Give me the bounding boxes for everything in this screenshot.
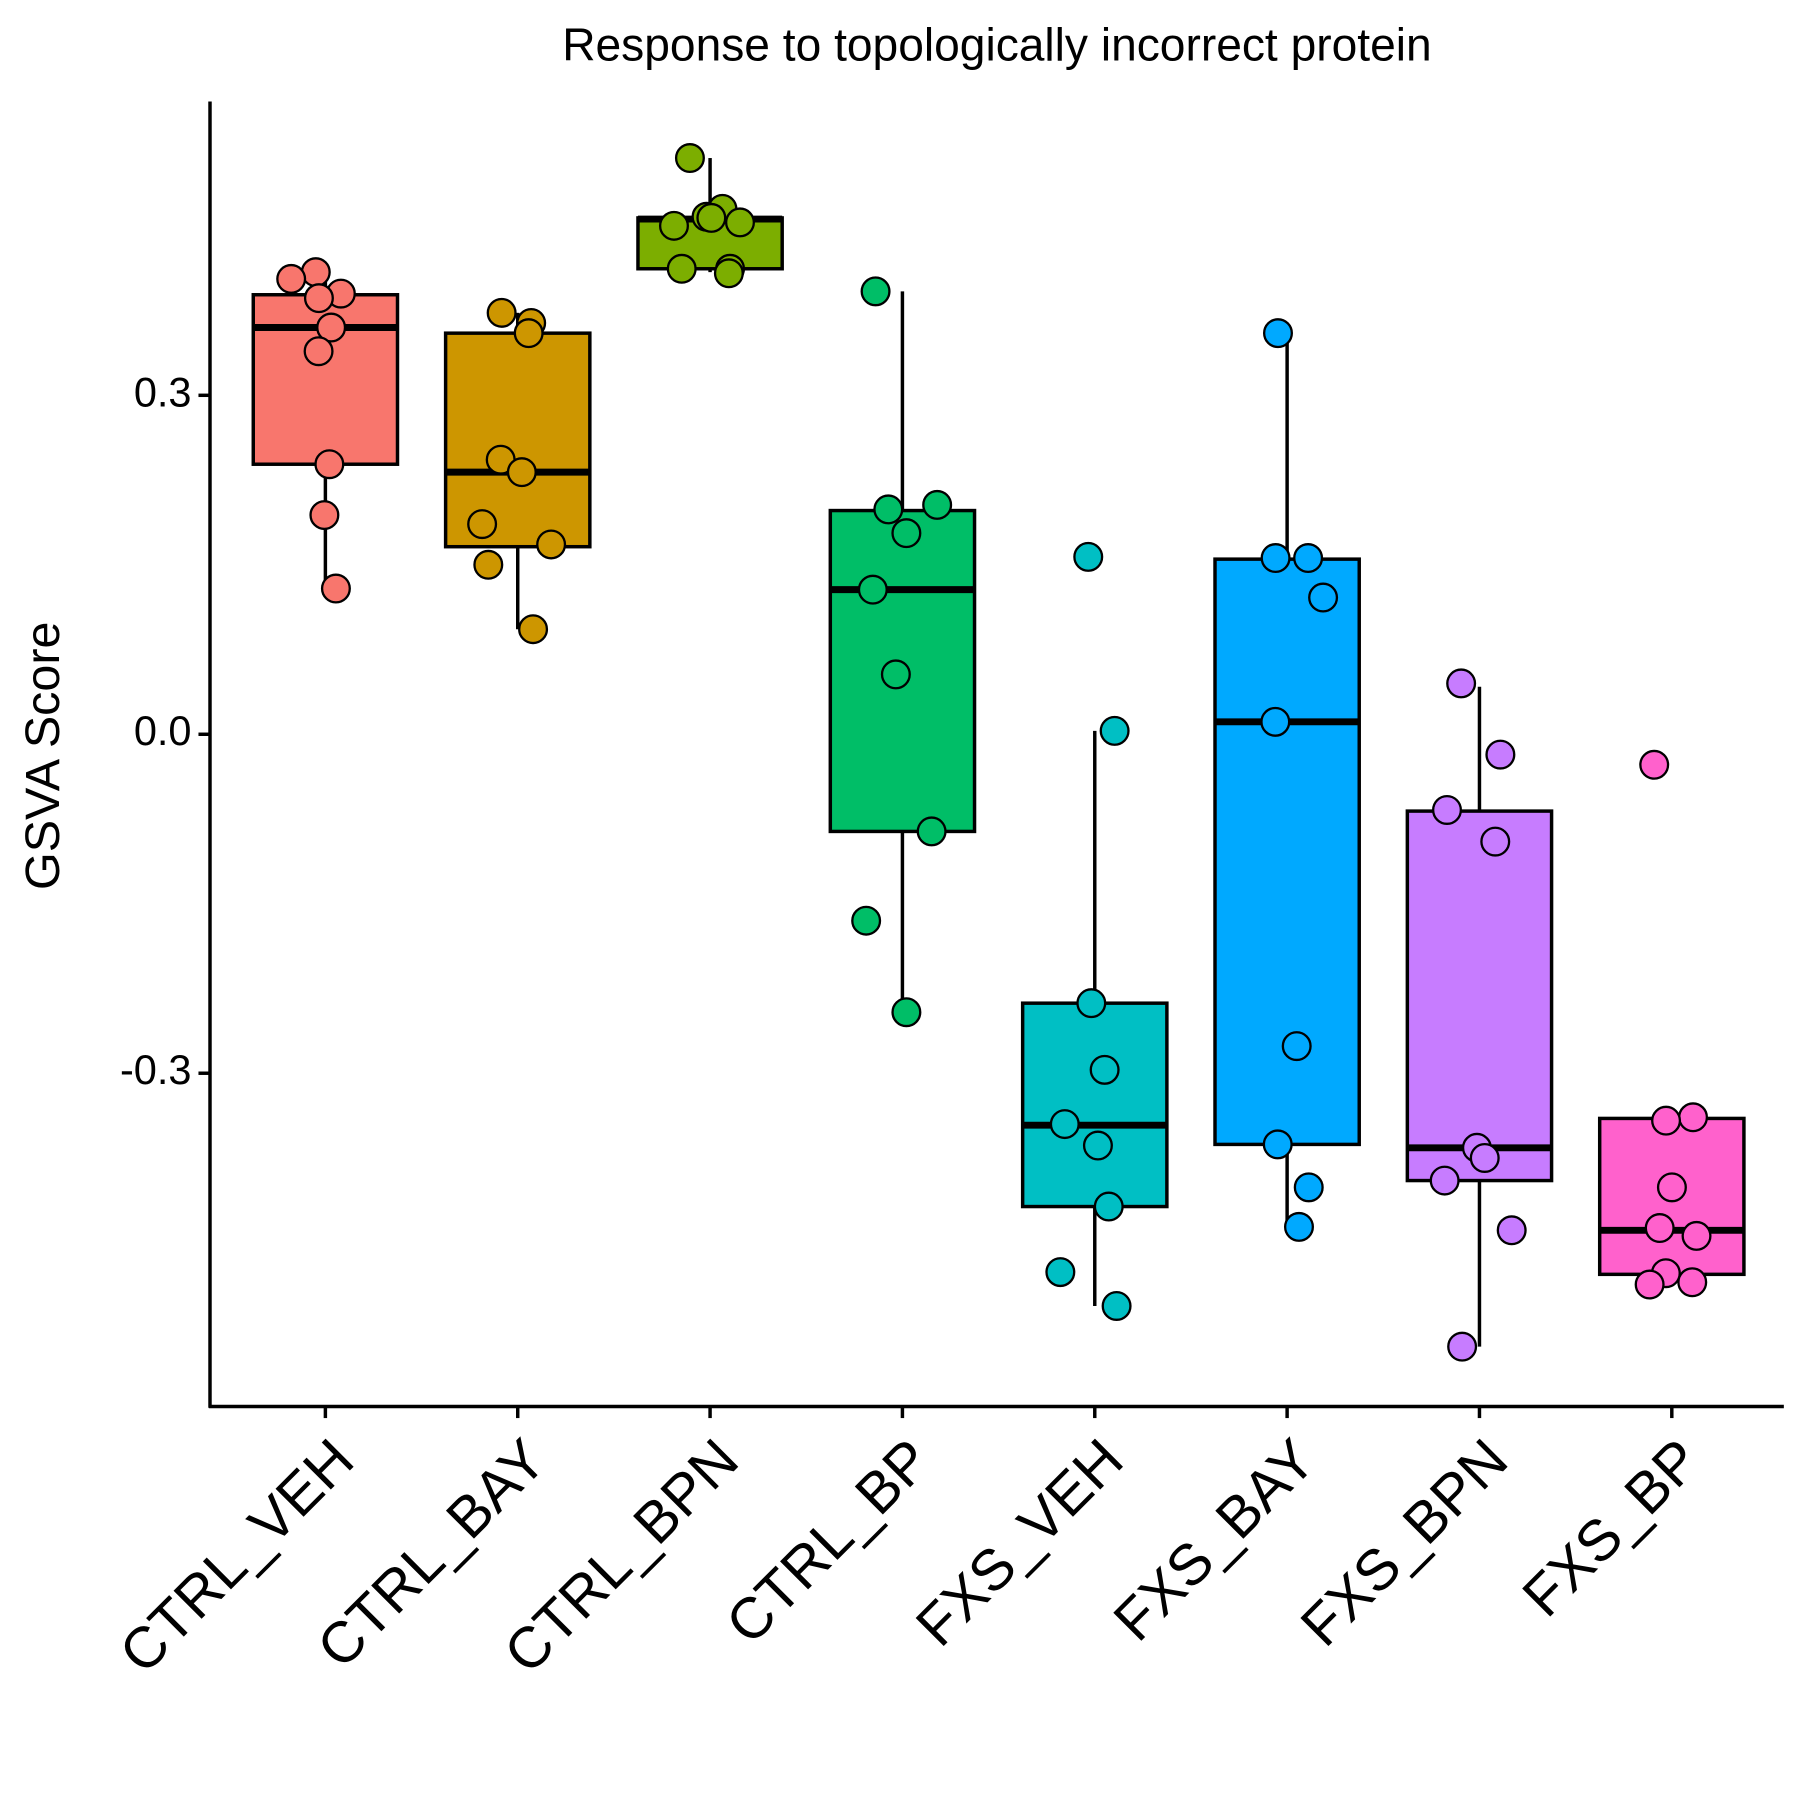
point	[1293, 543, 1324, 574]
point	[1293, 1172, 1324, 1203]
point	[696, 202, 727, 233]
point	[1644, 1213, 1675, 1244]
box	[443, 331, 592, 549]
point	[1469, 1142, 1500, 1173]
point	[1446, 668, 1477, 699]
point	[1073, 541, 1104, 572]
point	[303, 283, 334, 314]
point	[1480, 826, 1511, 857]
point	[916, 816, 947, 847]
point	[518, 614, 549, 645]
point	[1262, 1129, 1293, 1160]
x-tick-label: FXS_VEH	[904, 1427, 1135, 1658]
point	[1496, 1215, 1527, 1246]
point	[276, 263, 307, 294]
y-tick-label: -0.3	[120, 1046, 192, 1093]
point	[1045, 1257, 1076, 1288]
point	[873, 494, 904, 525]
point	[851, 905, 882, 936]
point	[666, 253, 697, 284]
point	[1260, 543, 1291, 574]
x-tick-label: FXS_BPN	[1289, 1427, 1520, 1658]
chart-title: Response to topologically incorrect prot…	[562, 19, 1431, 71]
point	[1101, 1290, 1132, 1321]
point	[1262, 318, 1293, 349]
point	[713, 258, 744, 289]
point	[674, 143, 705, 174]
point	[1677, 1267, 1708, 1298]
point	[1093, 1191, 1124, 1222]
y-tick-label: 0.0	[134, 707, 192, 754]
point	[316, 312, 347, 343]
point	[1082, 1130, 1113, 1161]
point	[1651, 1105, 1682, 1136]
point	[1432, 794, 1463, 825]
point	[467, 509, 498, 540]
point	[506, 457, 537, 488]
point	[860, 276, 891, 307]
point	[1308, 582, 1339, 613]
point	[300, 257, 331, 288]
y-axis-label: GSVA Score	[16, 622, 70, 890]
y-tick-label: 0.3	[134, 368, 192, 415]
point	[303, 336, 334, 367]
point	[314, 449, 345, 480]
point	[1049, 1109, 1080, 1140]
x-tick-label: CTRL_BP	[714, 1427, 943, 1656]
point	[473, 549, 504, 580]
point	[1089, 1054, 1120, 1085]
point	[1639, 749, 1670, 780]
box	[1405, 809, 1554, 1183]
point	[1281, 1031, 1312, 1062]
point	[1099, 715, 1130, 746]
point	[1260, 706, 1291, 737]
point	[1681, 1220, 1712, 1251]
point	[1656, 1172, 1687, 1203]
point	[309, 500, 340, 531]
point	[922, 489, 953, 520]
point	[891, 997, 922, 1028]
point	[724, 207, 755, 238]
point	[486, 297, 517, 328]
point	[1076, 988, 1107, 1019]
point	[658, 210, 689, 241]
point	[1634, 1269, 1665, 1300]
point	[513, 318, 544, 349]
point	[320, 573, 351, 604]
box	[1020, 1001, 1169, 1209]
point	[1429, 1165, 1460, 1196]
point	[880, 659, 911, 690]
point	[1283, 1211, 1314, 1242]
point	[857, 574, 888, 605]
point	[891, 518, 922, 549]
point	[1678, 1102, 1709, 1133]
point	[536, 529, 567, 560]
point	[1447, 1331, 1478, 1362]
point	[1485, 739, 1516, 770]
x-tick-label: FXS_BP	[1511, 1427, 1713, 1629]
